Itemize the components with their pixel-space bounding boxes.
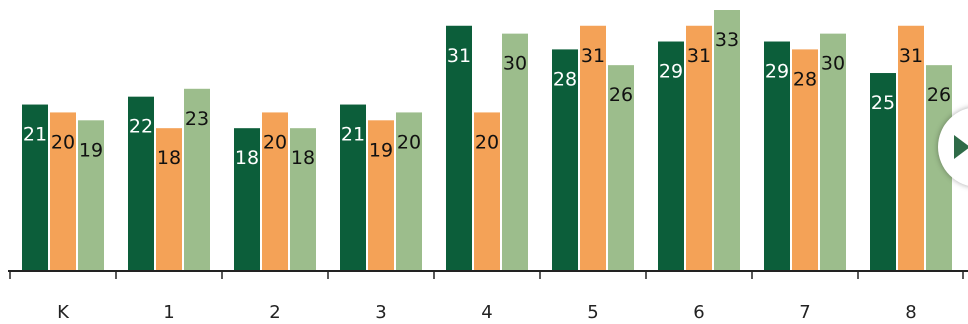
value-label-s1-1: 22 — [129, 116, 153, 138]
bar-s3-5 — [608, 65, 634, 270]
bar-s1-2 — [234, 128, 260, 270]
bar-s2-8 — [898, 25, 924, 271]
bar-s3-2 — [290, 128, 316, 270]
value-label-s2-8: 31 — [899, 45, 923, 67]
value-label-s2-1: 18 — [157, 147, 181, 169]
bar-s1-8 — [870, 73, 896, 270]
bar-s2-K — [50, 112, 76, 270]
value-label-s3-4: 30 — [503, 53, 527, 75]
value-label-s3-2: 18 — [291, 147, 315, 169]
bar-s2-4 — [474, 112, 500, 270]
bar-s2-5 — [580, 25, 606, 271]
x-tick-label-2: 2 — [269, 302, 280, 323]
value-label-s1-6: 29 — [659, 61, 683, 83]
value-label-s2-7: 28 — [793, 68, 817, 90]
x-tick-label-8: 8 — [905, 302, 916, 323]
bar-s3-K — [78, 120, 104, 270]
bar-s1-5 — [552, 49, 578, 271]
x-tick-label-7: 7 — [799, 302, 810, 323]
value-label-s3-5: 26 — [609, 84, 633, 106]
x-tick-label-K: K — [57, 302, 70, 323]
value-label-s3-1: 23 — [185, 108, 209, 130]
value-label-s2-K: 20 — [51, 131, 75, 153]
bars-layer — [22, 10, 952, 271]
value-label-s1-8: 25 — [871, 92, 895, 114]
value-label-s1-4: 31 — [447, 45, 471, 67]
value-label-s2-3: 19 — [369, 139, 393, 161]
bar-s3-6 — [714, 10, 740, 270]
value-label-s2-2: 20 — [263, 131, 287, 153]
value-label-s3-6: 33 — [715, 29, 739, 51]
bar-s1-6 — [658, 41, 684, 270]
value-label-s1-K: 21 — [23, 124, 47, 146]
bar-s3-1 — [184, 88, 210, 271]
bar-s1-1 — [128, 96, 154, 271]
value-label-s2-5: 31 — [581, 45, 605, 67]
x-tick-label-1: 1 — [163, 302, 174, 323]
value-label-s3-7: 30 — [821, 53, 845, 75]
bar-s2-1 — [156, 128, 182, 270]
bar-s1-K — [22, 104, 48, 270]
value-label-s3-3: 20 — [397, 131, 421, 153]
value-label-s1-7: 29 — [765, 61, 789, 83]
value-label-s1-3: 21 — [341, 124, 365, 146]
value-label-s3-K: 19 — [79, 139, 103, 161]
bar-s2-2 — [262, 112, 288, 270]
x-tick-label-6: 6 — [693, 302, 704, 323]
bar-s1-4 — [446, 25, 472, 271]
bar-s2-3 — [368, 120, 394, 270]
chevron-right-icon — [954, 135, 968, 159]
bar-s1-7 — [764, 41, 790, 270]
x-ticks-layer: K 1 2 3 4 5 6 7 8 — [9, 271, 964, 323]
bar-s3-3 — [396, 112, 422, 270]
value-label-s2-6: 31 — [687, 45, 711, 67]
bar-s2-6 — [686, 25, 712, 271]
bar-s3-4 — [502, 33, 528, 270]
value-label-s3-8: 26 — [927, 84, 951, 106]
value-label-s1-2: 18 — [235, 147, 259, 169]
bar-s1-3 — [340, 104, 366, 270]
value-label-s2-4: 20 — [475, 131, 499, 153]
x-tick-label-4: 4 — [481, 302, 492, 323]
x-tick-label-5: 5 — [587, 302, 598, 323]
value-label-s1-5: 28 — [553, 68, 577, 90]
bar-s3-7 — [820, 33, 846, 270]
x-tick-label-3: 3 — [375, 302, 386, 323]
bar-s2-7 — [792, 49, 818, 271]
